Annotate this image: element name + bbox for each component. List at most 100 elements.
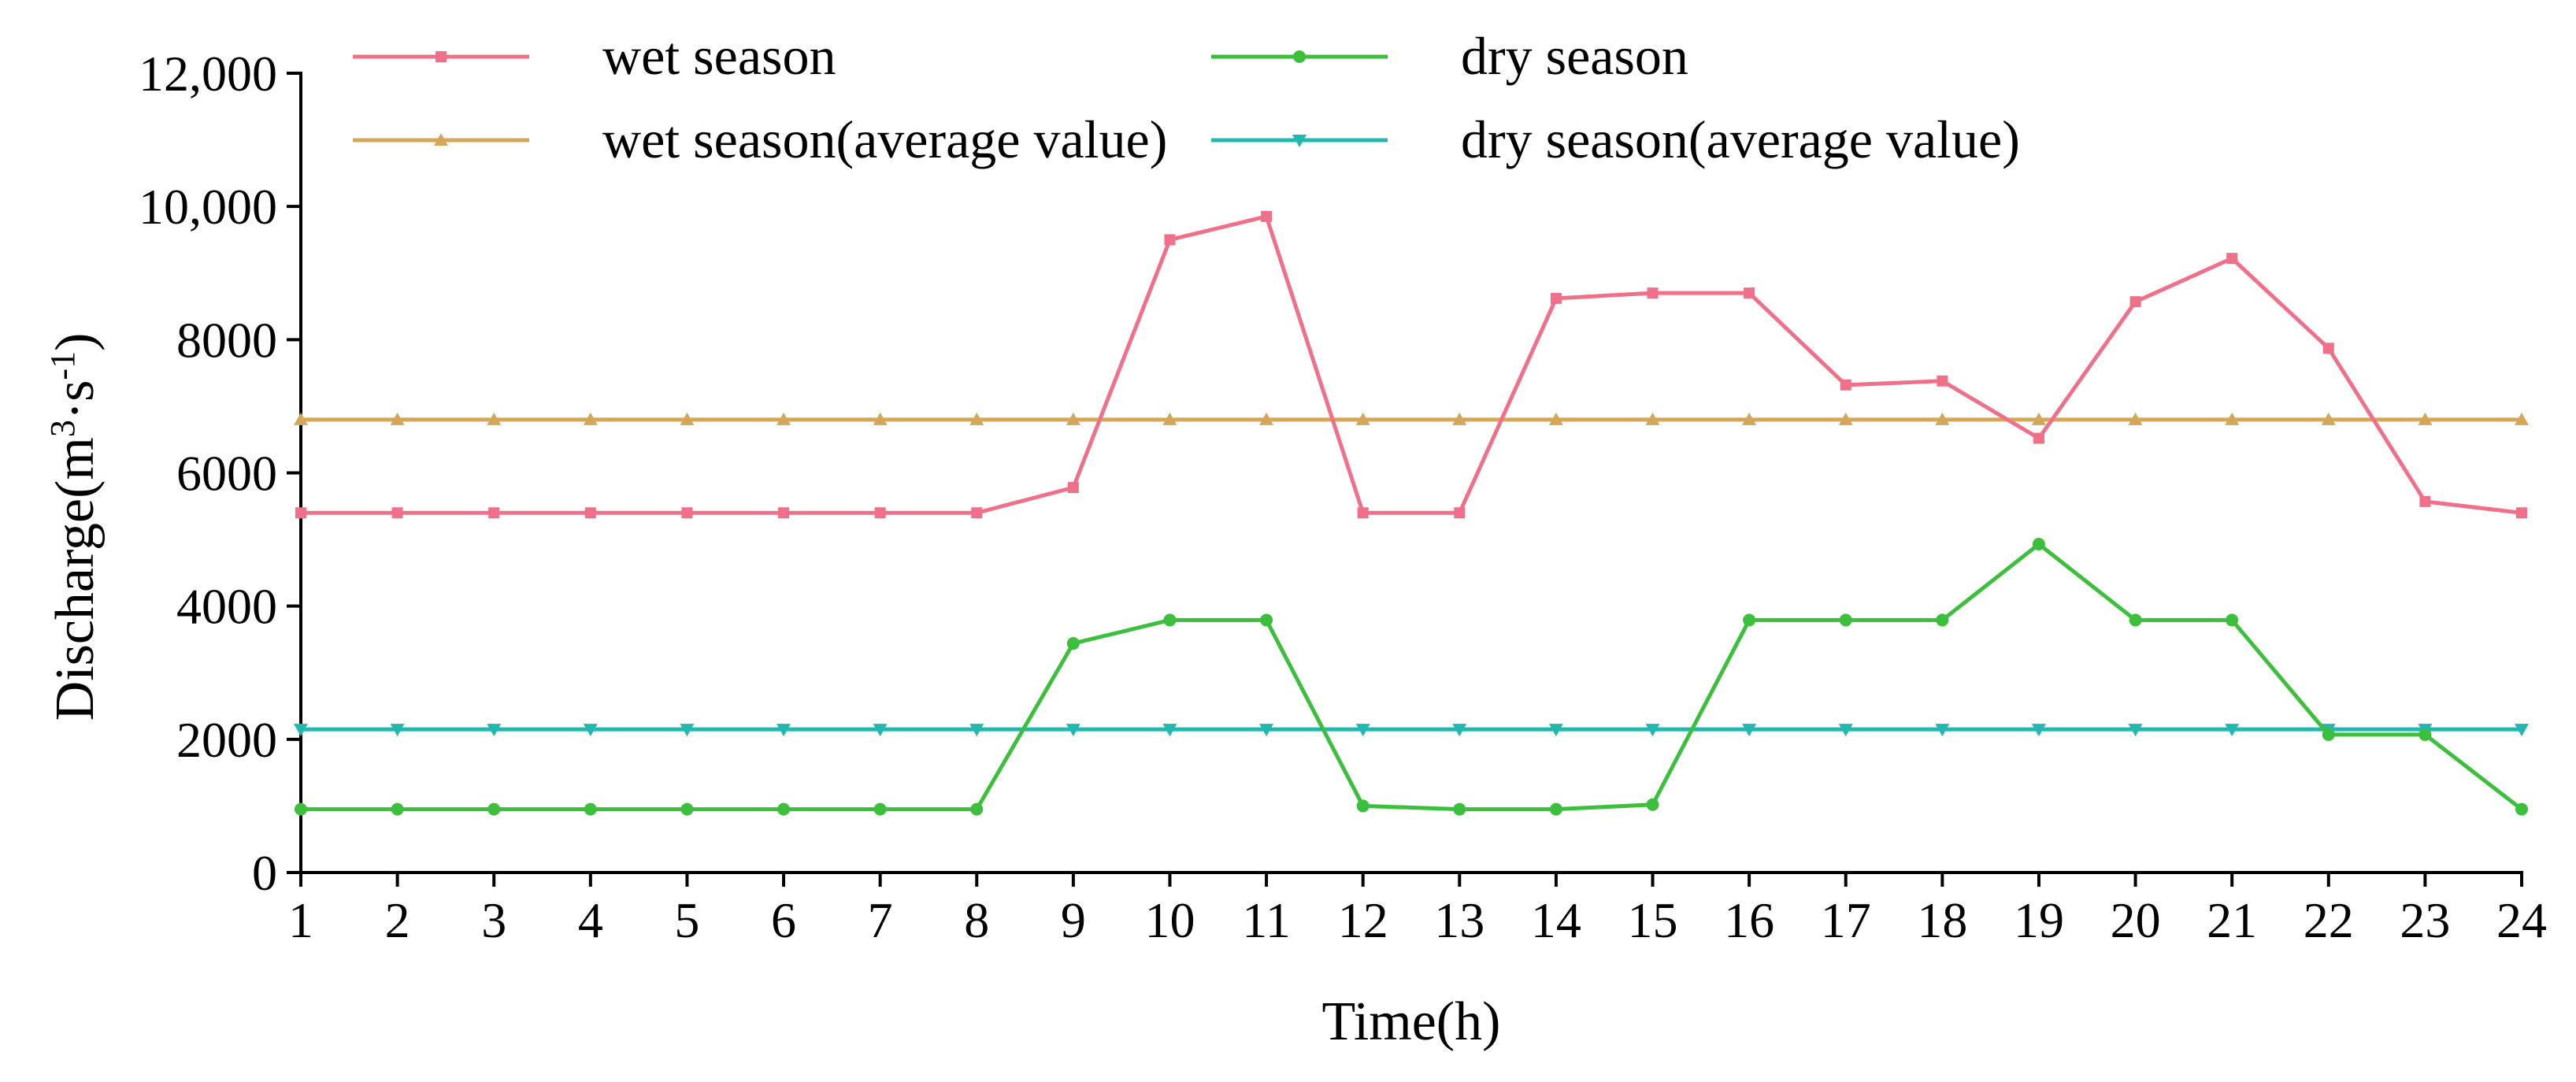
data-point xyxy=(2322,728,2335,741)
data-point xyxy=(680,412,695,425)
data-point xyxy=(1454,507,1466,519)
data-point xyxy=(1067,482,1079,494)
data-point xyxy=(488,507,500,519)
data-point xyxy=(1162,724,1177,737)
data-point xyxy=(1452,724,1467,737)
legend-marker xyxy=(436,51,447,62)
data-point xyxy=(487,802,501,816)
data-point xyxy=(2418,412,2433,425)
x-tick-label: 22 xyxy=(2304,892,2354,948)
data-point xyxy=(1548,724,1563,737)
y-tick-label: 0 xyxy=(252,845,277,901)
data-point xyxy=(2516,507,2527,519)
y-axis-title-sup1: 3 xyxy=(43,420,82,437)
y-axis-title-sup2: -1 xyxy=(43,351,82,380)
data-point xyxy=(2129,296,2141,308)
data-point xyxy=(583,724,598,737)
data-point xyxy=(873,412,888,425)
x-tick-label: 20 xyxy=(2111,892,2161,948)
data-point xyxy=(1260,613,1273,627)
data-point xyxy=(969,724,984,737)
x-tick-label: 19 xyxy=(2014,892,2064,948)
series-dry-season-average-value xyxy=(294,724,2529,737)
data-point xyxy=(1645,724,1660,737)
data-point xyxy=(1452,412,1467,425)
data-point xyxy=(2515,802,2528,816)
data-point xyxy=(2226,613,2239,627)
data-point xyxy=(487,412,502,425)
data-point xyxy=(1839,613,1852,627)
legend-label: wet season(average value) xyxy=(602,109,1167,169)
x-tick-label: 1 xyxy=(288,892,313,948)
data-point xyxy=(391,507,403,519)
y-tick-label: 10,000 xyxy=(139,179,277,235)
data-point xyxy=(2225,412,2240,425)
data-point xyxy=(778,507,790,519)
data-point xyxy=(1355,724,1370,737)
x-tick-label: 24 xyxy=(2496,892,2547,948)
data-point xyxy=(1838,724,1853,737)
x-tick-label: 13 xyxy=(1434,892,1484,948)
data-point xyxy=(1066,412,1080,425)
data-point xyxy=(295,802,307,816)
data-point xyxy=(777,802,791,816)
data-point xyxy=(969,412,984,425)
data-point xyxy=(294,412,308,425)
data-point xyxy=(1066,637,1080,650)
series-line-dry-season xyxy=(301,542,2523,812)
x-tick-label: 2 xyxy=(385,892,410,948)
data-point xyxy=(2128,724,2143,737)
data-point xyxy=(2032,538,2045,551)
x-tick-label: 9 xyxy=(1061,892,1086,948)
data-point xyxy=(1549,802,1562,816)
data-point xyxy=(874,507,886,519)
legend-item-dry-season-average-value: dry season(average value) xyxy=(1211,109,2020,169)
data-point xyxy=(1935,724,1950,737)
x-tick-label: 18 xyxy=(1917,892,1967,948)
y-axis-title-end: ) xyxy=(45,333,106,351)
data-point xyxy=(487,724,502,737)
x-tick-label: 23 xyxy=(2400,892,2450,948)
legend-label: wet season xyxy=(602,26,836,86)
data-point xyxy=(1261,210,1273,222)
data-point xyxy=(1840,379,1851,391)
data-point xyxy=(294,724,308,737)
data-point xyxy=(1742,724,1757,737)
data-point xyxy=(1356,799,1370,813)
x-tick-label: 15 xyxy=(1628,892,1678,948)
x-tick-label: 7 xyxy=(868,892,893,948)
x-tick-label: 16 xyxy=(1724,892,1774,948)
legend-marker xyxy=(434,133,448,146)
legend-item-wet-season: wet season xyxy=(353,26,836,86)
data-point xyxy=(1647,287,1659,299)
data-point xyxy=(1935,412,1950,425)
x-tick-label: 11 xyxy=(1242,892,1291,948)
data-point xyxy=(680,724,695,737)
data-point xyxy=(2515,412,2529,425)
y-axis-title-base: Discharge(m xyxy=(45,437,106,721)
data-point xyxy=(2226,253,2238,265)
data-point xyxy=(777,724,791,737)
data-point xyxy=(1259,724,1274,737)
legend-marker xyxy=(1292,135,1307,147)
y-axis-title: Discharge(m3·s-1) xyxy=(43,333,106,721)
x-tick-label: 17 xyxy=(1821,892,1871,948)
series-line-wet-season xyxy=(301,214,2522,515)
x-tick-label: 5 xyxy=(674,892,699,948)
series-dry-season xyxy=(295,538,2528,816)
x-tick-label: 6 xyxy=(771,892,796,948)
data-point xyxy=(1646,798,1659,811)
x-axis-title: Time(h) xyxy=(1322,991,1501,1052)
data-point xyxy=(2129,613,2142,627)
data-point xyxy=(1066,724,1080,737)
data-point xyxy=(583,412,598,425)
x-tick-label: 4 xyxy=(578,892,603,948)
x-tick-label: 3 xyxy=(481,892,506,948)
data-point xyxy=(584,802,597,816)
x-tick-label: 21 xyxy=(2207,892,2257,948)
legend-marker xyxy=(1293,50,1306,63)
x-tick-label: 12 xyxy=(1338,892,1388,948)
series xyxy=(294,210,2529,816)
y-tick-label: 12,000 xyxy=(139,46,277,102)
